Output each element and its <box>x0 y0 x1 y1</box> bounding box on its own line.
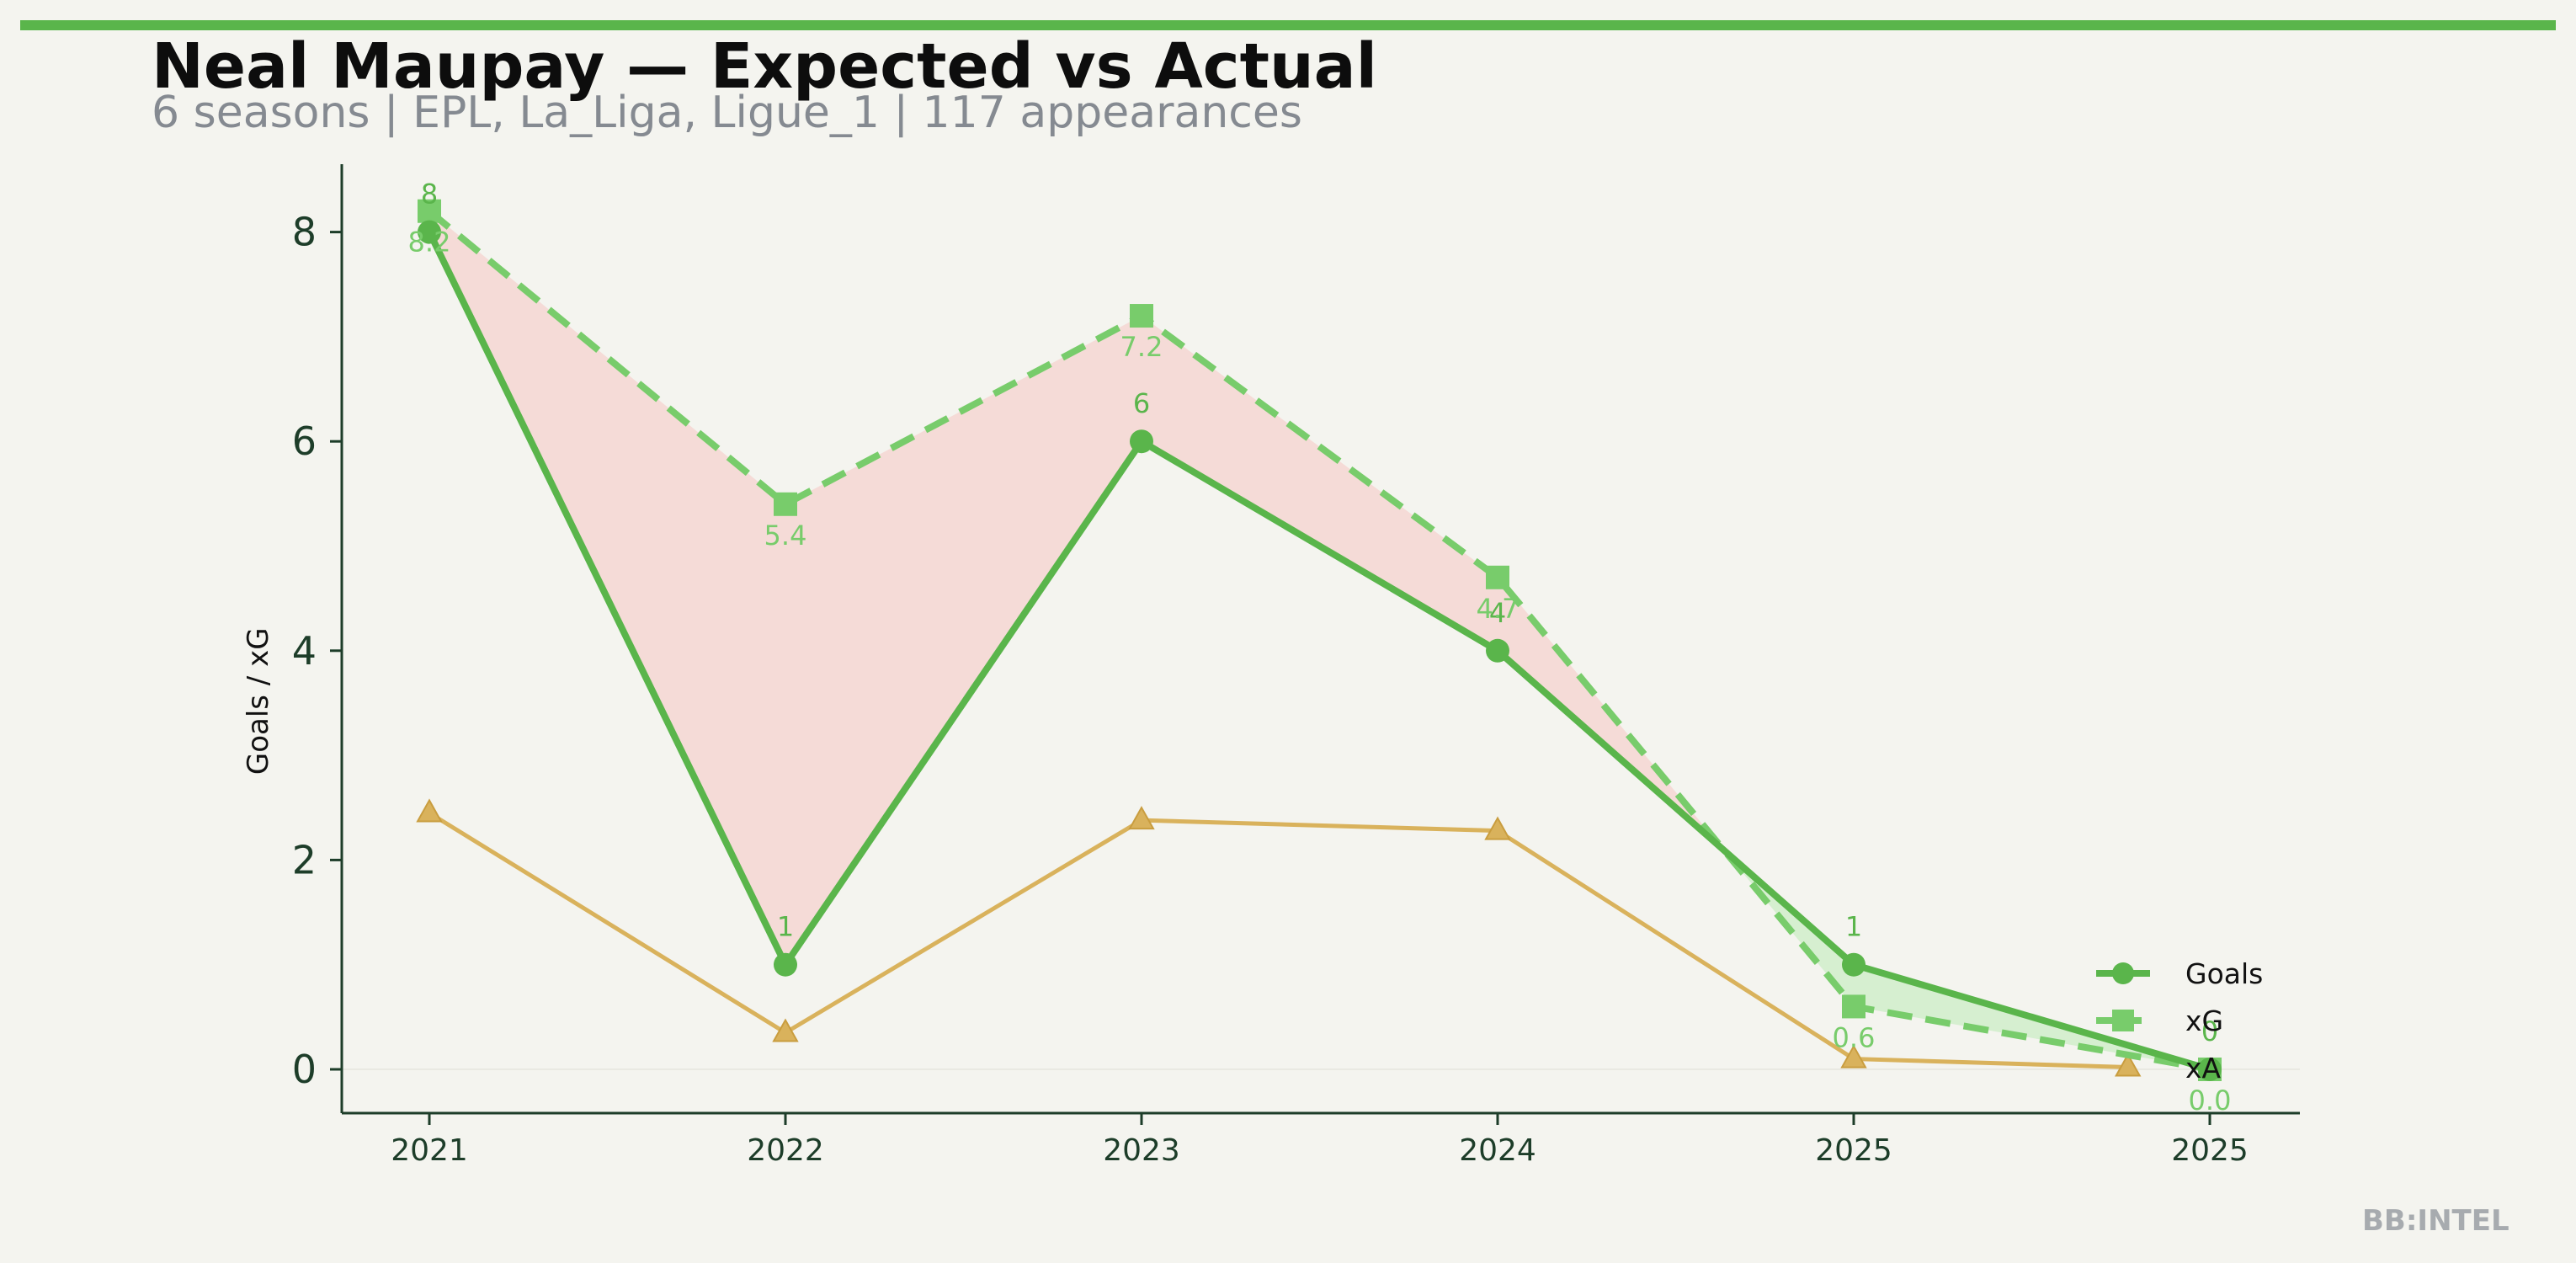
xg-point <box>1486 565 1509 589</box>
x-tick-label: 2025 <box>1815 1133 1892 1168</box>
x-tick-label: 2024 <box>1459 1133 1536 1168</box>
xg-data-label: 4.7 <box>1477 593 1520 625</box>
goals-point <box>1130 429 1153 454</box>
y-axis-label: Goals / xG <box>242 627 275 775</box>
x-tick-label: 2021 <box>391 1133 468 1168</box>
goals-data-label: 4 <box>1489 597 1506 629</box>
xa-point <box>1840 1044 1867 1068</box>
xa-point <box>1128 806 1155 830</box>
y-tick-label: 2 <box>292 837 317 882</box>
y-tick-label: 4 <box>292 628 317 674</box>
goals-data-label: 6 <box>1133 387 1150 419</box>
xg-data-label: 0.6 <box>1833 1021 1876 1053</box>
xg-data-label: 0.0 <box>2189 1084 2232 1116</box>
legend-xg-marker <box>2112 1010 2134 1031</box>
goals-data-label: 0 <box>2201 1015 2218 1047</box>
goals-data-label: 1 <box>777 911 794 943</box>
xg-point <box>1130 304 1153 328</box>
chart-legend: Goals xG xA <box>2096 957 2263 1084</box>
goals-point <box>1842 952 1865 977</box>
xg-series-line <box>427 208 2211 1073</box>
chart-subtitle: 6 seasons | EPL, La_Liga, Ligue_1 | 117 … <box>152 88 1302 138</box>
legend-entry-goals: Goals <box>2185 957 2263 990</box>
xa-point <box>772 1018 799 1042</box>
brand-watermark: BB:INTEL <box>2362 1204 2509 1238</box>
xa-series-line <box>428 811 2128 1070</box>
goals-point <box>2198 1058 2222 1081</box>
chart-title: Neal Maupay — Expected vs Actual <box>152 30 1377 103</box>
goals-point <box>1486 638 1509 663</box>
y-tick-label: 8 <box>292 210 317 255</box>
x-tick-label: 2022 <box>747 1133 824 1168</box>
legend-entry-xa: xA <box>2185 1052 2222 1084</box>
x-tick-label: 2023 <box>1103 1133 1180 1168</box>
xg-data-label: 5.4 <box>764 520 807 552</box>
xg-data-label: 7.2 <box>1120 331 1163 363</box>
goals-point <box>774 952 797 977</box>
y-tick-label: 6 <box>292 418 317 464</box>
top-accent-rule <box>20 20 2556 30</box>
xg-point <box>1842 994 1865 1019</box>
goals-data-label: 8 <box>421 179 438 210</box>
xa-point <box>2115 1052 2142 1077</box>
y-tick-label: 0 <box>292 1047 317 1092</box>
xa-point <box>416 798 443 823</box>
legend-goals-marker <box>2112 962 2134 984</box>
xg-data-label: 8.2 <box>408 226 451 258</box>
goals-series-line <box>426 230 2211 1073</box>
xa-point <box>1484 816 1511 840</box>
xg-point <box>774 492 797 516</box>
x-tick-label: 2025 <box>2171 1133 2249 1168</box>
underperformance-fill <box>1142 316 1498 651</box>
goals-data-label: 1 <box>1845 911 1862 943</box>
xg-point <box>418 199 441 223</box>
underperformance-fill <box>785 316 1142 965</box>
legend-entry-xg: xG <box>2185 1005 2223 1037</box>
goals-point <box>418 220 441 244</box>
gap-fill-group <box>429 210 2210 1069</box>
